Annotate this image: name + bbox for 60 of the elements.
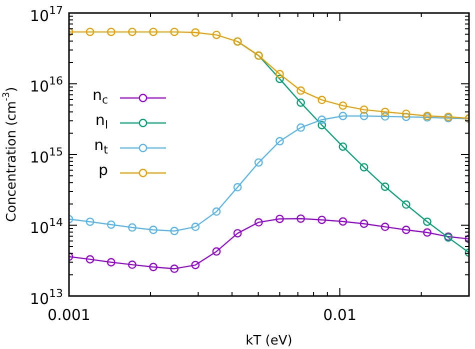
point [233,183,242,192]
point [191,260,200,270]
point [360,220,368,228]
point [212,247,221,256]
point [296,98,305,107]
point [296,123,305,132]
point [296,214,305,223]
point [149,226,158,234]
point [338,217,348,226]
legend-label: p [98,160,108,179]
point [402,112,410,122]
point [338,142,348,151]
point [191,28,200,37]
point [170,226,179,236]
x-tick-label: 0.01 [323,306,357,324]
point [276,214,284,224]
point [380,108,390,116]
point [170,28,179,36]
y-axis-title: Concentration (cm-3) [2,86,20,222]
point [212,30,221,40]
point [402,110,410,118]
point [402,226,410,234]
point [338,101,348,110]
point [128,223,136,232]
point [380,112,390,121]
point [254,158,263,167]
point [106,258,116,266]
point [128,28,136,36]
point [170,264,179,273]
point [318,96,326,104]
point [296,86,305,95]
point [360,105,368,114]
x-tick-label: 0.001 [48,306,90,324]
x-axis-title: kT (eV) [246,333,292,348]
point [276,74,284,84]
point [149,28,158,36]
point [86,255,94,264]
point [191,222,200,232]
point [338,112,348,120]
point [360,112,368,120]
point [149,262,158,272]
point [233,229,242,238]
point [318,216,326,224]
point [276,137,284,146]
point [128,260,136,269]
point [254,218,263,227]
point [276,70,284,78]
point [402,200,410,209]
point [423,218,432,226]
point [380,182,390,191]
point [380,222,390,232]
point [318,116,326,124]
point [423,228,432,237]
point [106,28,116,36]
point [318,120,326,130]
point [106,220,116,229]
point [360,163,368,172]
point [212,207,221,216]
point [86,218,94,226]
point [86,28,94,36]
